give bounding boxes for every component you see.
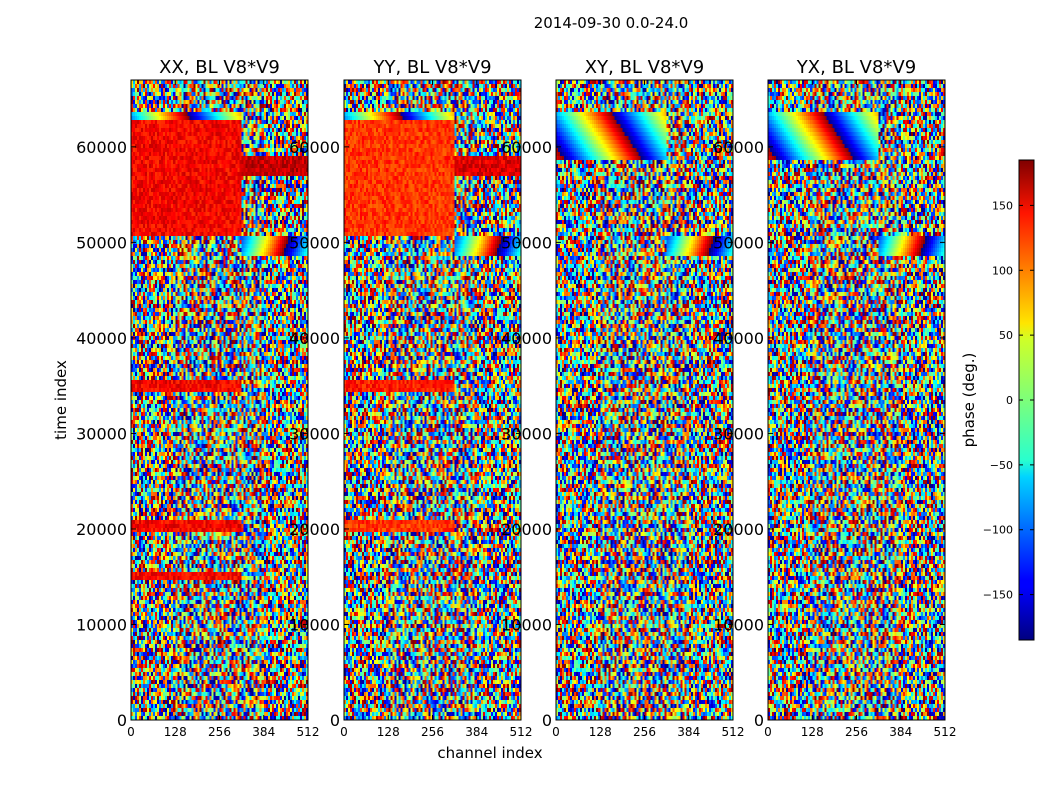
y-tick-label: 40000 (501, 329, 552, 348)
y-tick-label: 50000 (289, 233, 340, 252)
colorbar-tick-label: −50 (990, 459, 1013, 472)
x-tick-label: 512 (297, 725, 320, 739)
y-tick-label: 60000 (76, 138, 127, 157)
panel-xy: XY, BL V8*V9 0 10000 20000 30000 40000 50000 60… (501, 57, 744, 739)
colorbar-ticks: 150 100 50 0 −50 −100 −150 (983, 199, 1034, 602)
y-tick-label: 0 (754, 711, 764, 730)
y-tick-label: 30000 (501, 424, 552, 443)
panel-title-xy: XY, BL V8*V9 (585, 57, 704, 78)
x-tick-label: 128 (377, 725, 400, 739)
colorbar-tick-label: 50 (999, 329, 1013, 342)
panel-yy: YY, BL V8*V9 0 10000 20000 30000 40000 50000 60… (289, 57, 532, 739)
y-tick-label: 30000 (289, 424, 340, 443)
y-tick-label: 50000 (501, 233, 552, 252)
x-tick-label: 384 (252, 725, 275, 739)
y-tick-label: 40000 (76, 329, 127, 348)
y-tick-label: 0 (117, 711, 127, 730)
y-tick-label: 50000 (76, 233, 127, 252)
y-tick-label: 20000 (76, 520, 127, 539)
x-tick-label: 384 (465, 725, 488, 739)
panel-title-xx: XX, BL V8*V9 (159, 57, 280, 78)
y-axis-label: time index (52, 360, 70, 440)
heatmap-yy (344, 80, 521, 720)
y-tick-label: 10000 (501, 615, 552, 634)
x-tick-label: 256 (845, 725, 868, 739)
colorbar-tick-label: 0 (1006, 394, 1013, 407)
y-tick-label: 60000 (713, 138, 764, 157)
panel-title-yy: YY, BL V8*V9 (372, 57, 491, 78)
x-tick-label: 0 (764, 725, 772, 739)
colorbar-tick-label: −100 (983, 524, 1013, 537)
x-tick-label: 384 (889, 725, 912, 739)
y-tick-label: 30000 (713, 424, 764, 443)
y-tick-label: 30000 (76, 424, 127, 443)
colorbar-label: phase (deg.) (960, 353, 978, 448)
colorbar-tick-label: 150 (992, 199, 1013, 212)
x-tick-label: 256 (421, 725, 444, 739)
x-tick-label: 128 (801, 725, 824, 739)
y-tick-label: 10000 (76, 615, 127, 634)
y-tick-label: 10000 (713, 615, 764, 634)
panel-yx: YX, BL V8*V9 0 10000 20000 30000 40000 50000 60… (713, 57, 956, 739)
colorbar: 150 100 50 0 −50 −100 −150 phase (deg.) (960, 159, 1035, 641)
x-tick-label: 0 (552, 725, 560, 739)
x-tick-label: 128 (164, 725, 187, 739)
y-tick-label: 60000 (289, 138, 340, 157)
x-tick-label: 128 (589, 725, 612, 739)
heatmap-xy (556, 80, 733, 720)
x-tick-label: 256 (208, 725, 231, 739)
x-tick-label: 256 (633, 725, 656, 739)
y-tick-label: 20000 (289, 520, 340, 539)
panels: XX, BL V8*V9 0 10000 20000 30000 40000 50000 60… (76, 57, 956, 739)
colorbar-tick-label: 100 (992, 264, 1013, 277)
y-tick-label: 50000 (713, 233, 764, 252)
x-tick-label: 512 (722, 725, 745, 739)
figure-suptitle: 2014-09-30 0.0-24.0 (534, 14, 689, 32)
y-tick-label: 40000 (289, 329, 340, 348)
colorbar-tick-label: −150 (983, 589, 1013, 602)
x-tick-label: 384 (677, 725, 700, 739)
x-tick-label: 0 (127, 725, 135, 739)
x-tick-label: 512 (934, 725, 957, 739)
y-tick-label: 60000 (501, 138, 552, 157)
x-axis-label: channel index (437, 744, 542, 762)
y-tick-label: 0 (330, 711, 340, 730)
y-tick-label: 20000 (713, 520, 764, 539)
x-tick-label: 512 (510, 725, 533, 739)
y-tick-label: 0 (542, 711, 552, 730)
panel-title-yx: YX, BL V8*V9 (796, 57, 916, 78)
y-tick-label: 20000 (501, 520, 552, 539)
y-tick-label: 10000 (289, 615, 340, 634)
y-tick-label: 40000 (713, 329, 764, 348)
heatmap-yx (768, 80, 945, 720)
x-tick-label: 0 (340, 725, 348, 739)
heatmap-xx (131, 80, 308, 720)
panel-xx: XX, BL V8*V9 0 10000 20000 30000 40000 50000 60… (76, 57, 319, 739)
